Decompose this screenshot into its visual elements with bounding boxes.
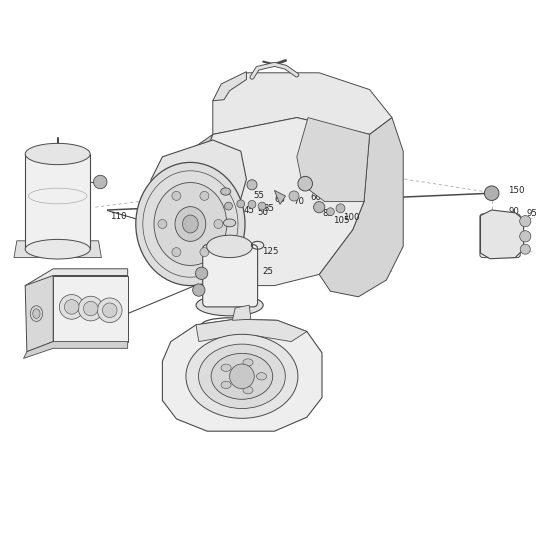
Circle shape bbox=[200, 248, 209, 256]
Circle shape bbox=[230, 364, 254, 389]
Polygon shape bbox=[24, 342, 128, 358]
Circle shape bbox=[59, 295, 84, 319]
Polygon shape bbox=[213, 73, 392, 134]
Circle shape bbox=[247, 180, 257, 190]
Ellipse shape bbox=[243, 359, 253, 366]
Ellipse shape bbox=[186, 334, 298, 418]
Ellipse shape bbox=[221, 188, 231, 195]
Circle shape bbox=[484, 186, 499, 200]
Text: 50: 50 bbox=[257, 208, 268, 217]
Polygon shape bbox=[480, 210, 524, 259]
Circle shape bbox=[102, 303, 117, 318]
Text: 125: 125 bbox=[262, 247, 278, 256]
Ellipse shape bbox=[223, 219, 236, 227]
Ellipse shape bbox=[183, 215, 198, 233]
Circle shape bbox=[195, 267, 208, 279]
Circle shape bbox=[83, 301, 98, 316]
Circle shape bbox=[336, 204, 345, 213]
Circle shape bbox=[237, 200, 245, 208]
Ellipse shape bbox=[256, 373, 267, 380]
Text: 65: 65 bbox=[274, 195, 286, 204]
Ellipse shape bbox=[25, 143, 90, 165]
Polygon shape bbox=[143, 140, 246, 255]
Circle shape bbox=[225, 202, 232, 210]
Ellipse shape bbox=[30, 306, 43, 321]
Ellipse shape bbox=[33, 309, 40, 318]
Circle shape bbox=[258, 202, 266, 210]
Ellipse shape bbox=[221, 364, 231, 371]
Text: 35: 35 bbox=[263, 204, 274, 213]
Circle shape bbox=[520, 231, 531, 242]
Polygon shape bbox=[25, 276, 53, 352]
Polygon shape bbox=[25, 269, 128, 292]
Polygon shape bbox=[14, 241, 101, 258]
Circle shape bbox=[214, 220, 223, 228]
Text: 25: 25 bbox=[262, 267, 273, 276]
Text: 90: 90 bbox=[508, 207, 519, 216]
Circle shape bbox=[172, 248, 181, 256]
Polygon shape bbox=[196, 118, 370, 286]
Circle shape bbox=[326, 208, 334, 216]
Circle shape bbox=[520, 216, 531, 227]
Ellipse shape bbox=[198, 344, 285, 409]
Polygon shape bbox=[162, 319, 322, 431]
Circle shape bbox=[64, 300, 79, 314]
Text: 105: 105 bbox=[333, 216, 349, 225]
Text: 75: 75 bbox=[492, 215, 503, 224]
Polygon shape bbox=[213, 72, 246, 101]
Polygon shape bbox=[232, 305, 251, 320]
Polygon shape bbox=[53, 276, 128, 342]
Text: 45: 45 bbox=[244, 206, 255, 214]
Text: 110: 110 bbox=[110, 212, 126, 221]
Polygon shape bbox=[157, 134, 213, 274]
Text: 80: 80 bbox=[224, 195, 235, 204]
Circle shape bbox=[298, 176, 312, 191]
FancyBboxPatch shape bbox=[25, 154, 90, 249]
Text: 55: 55 bbox=[253, 191, 264, 200]
Ellipse shape bbox=[175, 207, 206, 241]
Circle shape bbox=[97, 298, 122, 323]
Polygon shape bbox=[196, 319, 307, 342]
Circle shape bbox=[78, 296, 103, 321]
Circle shape bbox=[172, 192, 181, 200]
Ellipse shape bbox=[25, 240, 90, 259]
Text: 60: 60 bbox=[310, 193, 321, 202]
Ellipse shape bbox=[207, 235, 253, 258]
Polygon shape bbox=[319, 118, 403, 297]
Circle shape bbox=[314, 202, 325, 213]
Ellipse shape bbox=[211, 353, 273, 399]
Circle shape bbox=[520, 244, 530, 254]
Ellipse shape bbox=[221, 381, 231, 389]
Text: 40: 40 bbox=[217, 206, 228, 214]
Text: 160: 160 bbox=[181, 245, 197, 254]
Circle shape bbox=[193, 284, 205, 296]
Text: 150: 150 bbox=[508, 186, 524, 195]
Circle shape bbox=[289, 191, 299, 201]
Text: 100: 100 bbox=[343, 213, 360, 222]
Ellipse shape bbox=[196, 295, 263, 316]
Circle shape bbox=[158, 220, 167, 228]
Ellipse shape bbox=[154, 183, 227, 265]
Text: 135: 135 bbox=[192, 253, 208, 262]
Circle shape bbox=[248, 200, 256, 208]
Circle shape bbox=[94, 175, 107, 189]
Circle shape bbox=[200, 192, 209, 200]
FancyBboxPatch shape bbox=[480, 214, 520, 258]
Text: 85: 85 bbox=[323, 209, 334, 218]
Ellipse shape bbox=[243, 386, 253, 394]
Text: 95: 95 bbox=[526, 209, 537, 218]
Polygon shape bbox=[274, 190, 286, 204]
Polygon shape bbox=[297, 118, 370, 202]
FancyBboxPatch shape bbox=[203, 245, 258, 307]
Text: 70: 70 bbox=[293, 197, 304, 206]
Ellipse shape bbox=[136, 162, 245, 286]
